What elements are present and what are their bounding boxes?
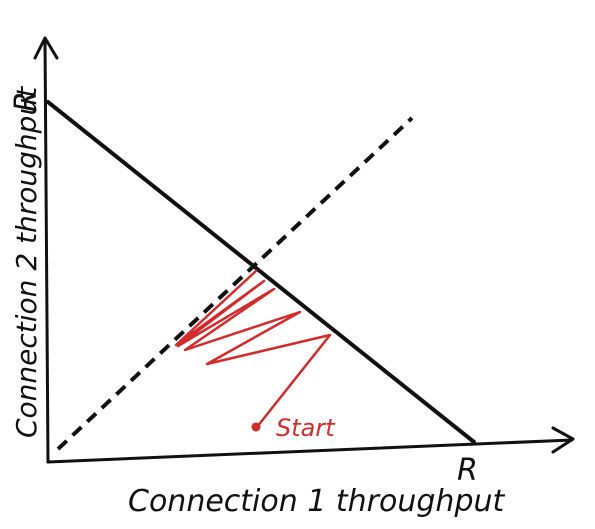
start-label: Start xyxy=(276,414,336,442)
x-capacity-label: R xyxy=(457,453,478,488)
x-axis xyxy=(46,426,575,464)
start-point xyxy=(251,422,261,432)
x-axis-label: Connection 1 throughput xyxy=(128,484,505,519)
equal-share-line xyxy=(56,116,414,451)
y-axis-label: Connection 2 throughput xyxy=(10,86,43,438)
y-axis xyxy=(33,36,59,464)
y-capacity-label: R xyxy=(9,91,44,112)
throughput-trace xyxy=(174,269,332,429)
full-bandwidth-line xyxy=(46,100,476,444)
